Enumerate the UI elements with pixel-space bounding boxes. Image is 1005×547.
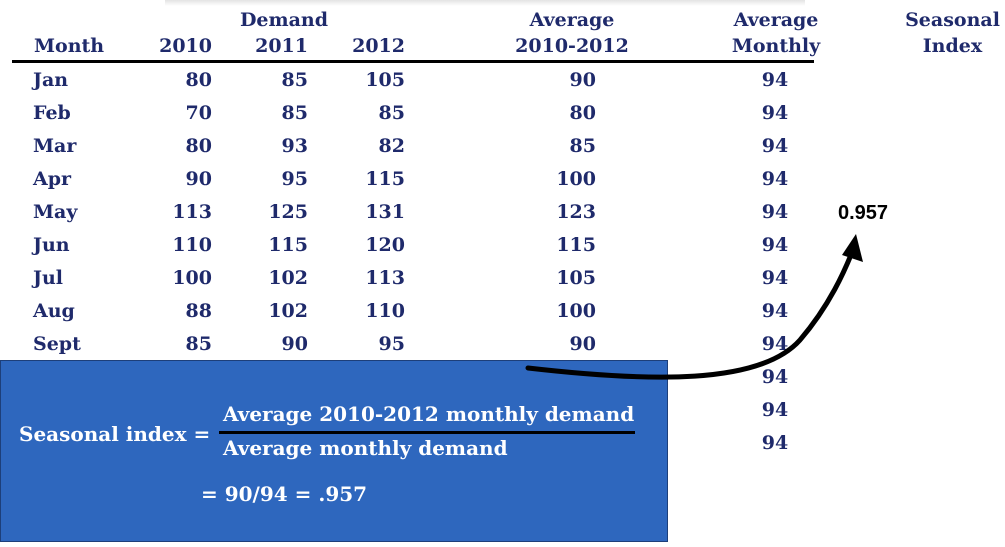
cell-avg-monthly: 94 — [761, 267, 789, 289]
cell-avg-monthly: 94 — [761, 366, 789, 388]
cell-average: 80 — [569, 102, 596, 124]
cell-avg-monthly: 94 — [761, 135, 789, 157]
formula-calculation: = 90/94 = .957 — [201, 482, 368, 506]
cell-2012: 131 — [365, 201, 405, 223]
cell-2012: 115 — [365, 168, 405, 190]
header-avg-monthly-line1: Average — [733, 9, 819, 31]
cell-month: Sept — [33, 333, 81, 355]
cell-average: 90 — [569, 333, 596, 355]
cell-average: 100 — [556, 168, 596, 190]
fraction-line — [219, 431, 635, 434]
cell-2010: 90 — [185, 168, 212, 190]
cell-avg-monthly: 94 — [761, 300, 789, 322]
cell-avg-monthly: 94 — [761, 201, 789, 223]
header-seasonal-line2: Index — [922, 35, 983, 57]
cell-2012: 110 — [365, 300, 405, 322]
cell-month: May — [33, 201, 78, 223]
cell-month: Jul — [33, 267, 64, 289]
cell-2012: 113 — [365, 267, 405, 289]
cell-month: Jun — [33, 234, 70, 256]
header-2012: 2012 — [352, 35, 405, 57]
cell-average: 90 — [569, 69, 596, 91]
header-average-line1: Average — [529, 9, 615, 31]
cell-2010: 80 — [185, 69, 212, 91]
cell-avg-monthly: 94 — [761, 432, 789, 454]
cell-avg-monthly: 94 — [761, 234, 789, 256]
cell-month: Jan — [33, 69, 69, 91]
cell-average: 100 — [556, 300, 596, 322]
cell-month: Mar — [33, 135, 77, 157]
cell-month: Apr — [33, 168, 72, 190]
cell-avg-monthly: 94 — [761, 69, 789, 91]
formula-denominator: Average monthly demand — [223, 436, 508, 460]
seasonal-index-result: 0.957 — [838, 202, 889, 224]
cell-2011: 115 — [268, 234, 308, 256]
header-average-line2: 2010-2012 — [515, 35, 629, 57]
cell-2011: 93 — [281, 135, 308, 157]
cell-2011: 85 — [281, 69, 308, 91]
cell-average: 105 — [556, 267, 596, 289]
header-2011: 2011 — [255, 35, 308, 57]
cell-2011: 95 — [281, 168, 308, 190]
cell-2011: 85 — [281, 102, 308, 124]
header-month: Month — [34, 35, 105, 57]
arrow-curve — [525, 247, 856, 380]
cell-avg-monthly: 94 — [761, 333, 789, 355]
cell-2011: 102 — [268, 267, 308, 289]
cell-2010: 100 — [172, 267, 212, 289]
cell-2012: 85 — [378, 102, 405, 124]
cell-month: Aug — [33, 300, 75, 322]
cell-average: 123 — [556, 201, 596, 223]
cell-2010: 70 — [185, 102, 212, 124]
cell-2012: 120 — [365, 234, 405, 256]
cell-average: 85 — [569, 135, 596, 157]
cell-average: 115 — [556, 234, 596, 256]
cell-2010: 85 — [185, 333, 212, 355]
formula-box: Seasonal index = Average 2010-2012 month… — [0, 360, 668, 542]
header-demand: Demand — [239, 9, 329, 31]
top-shadow — [165, 0, 805, 6]
cell-2011: 125 — [268, 201, 308, 223]
cell-2011: 102 — [268, 300, 308, 322]
header-avg-monthly-line2: Monthly — [731, 35, 821, 57]
cell-2011: 90 — [281, 333, 308, 355]
cell-2012: 95 — [378, 333, 405, 355]
formula-numerator: Average 2010-2012 monthly demand — [223, 402, 635, 426]
arrow-head — [842, 234, 863, 262]
cell-avg-monthly: 94 — [761, 168, 789, 190]
header-seasonal-line1: Seasonal — [905, 9, 1000, 31]
cell-2010: 88 — [185, 300, 212, 322]
cell-avg-monthly: 94 — [761, 102, 789, 124]
cell-2012: 82 — [378, 135, 405, 157]
header-2010: 2010 — [159, 35, 212, 57]
header-rule — [12, 60, 814, 63]
cell-2010: 110 — [172, 234, 212, 256]
cell-2010: 80 — [185, 135, 212, 157]
cell-2012: 105 — [365, 69, 405, 91]
cell-2010: 113 — [172, 201, 212, 223]
cell-month: Feb — [33, 102, 71, 124]
cell-avg-monthly: 94 — [761, 399, 789, 421]
formula-label: Seasonal index = — [19, 422, 211, 446]
